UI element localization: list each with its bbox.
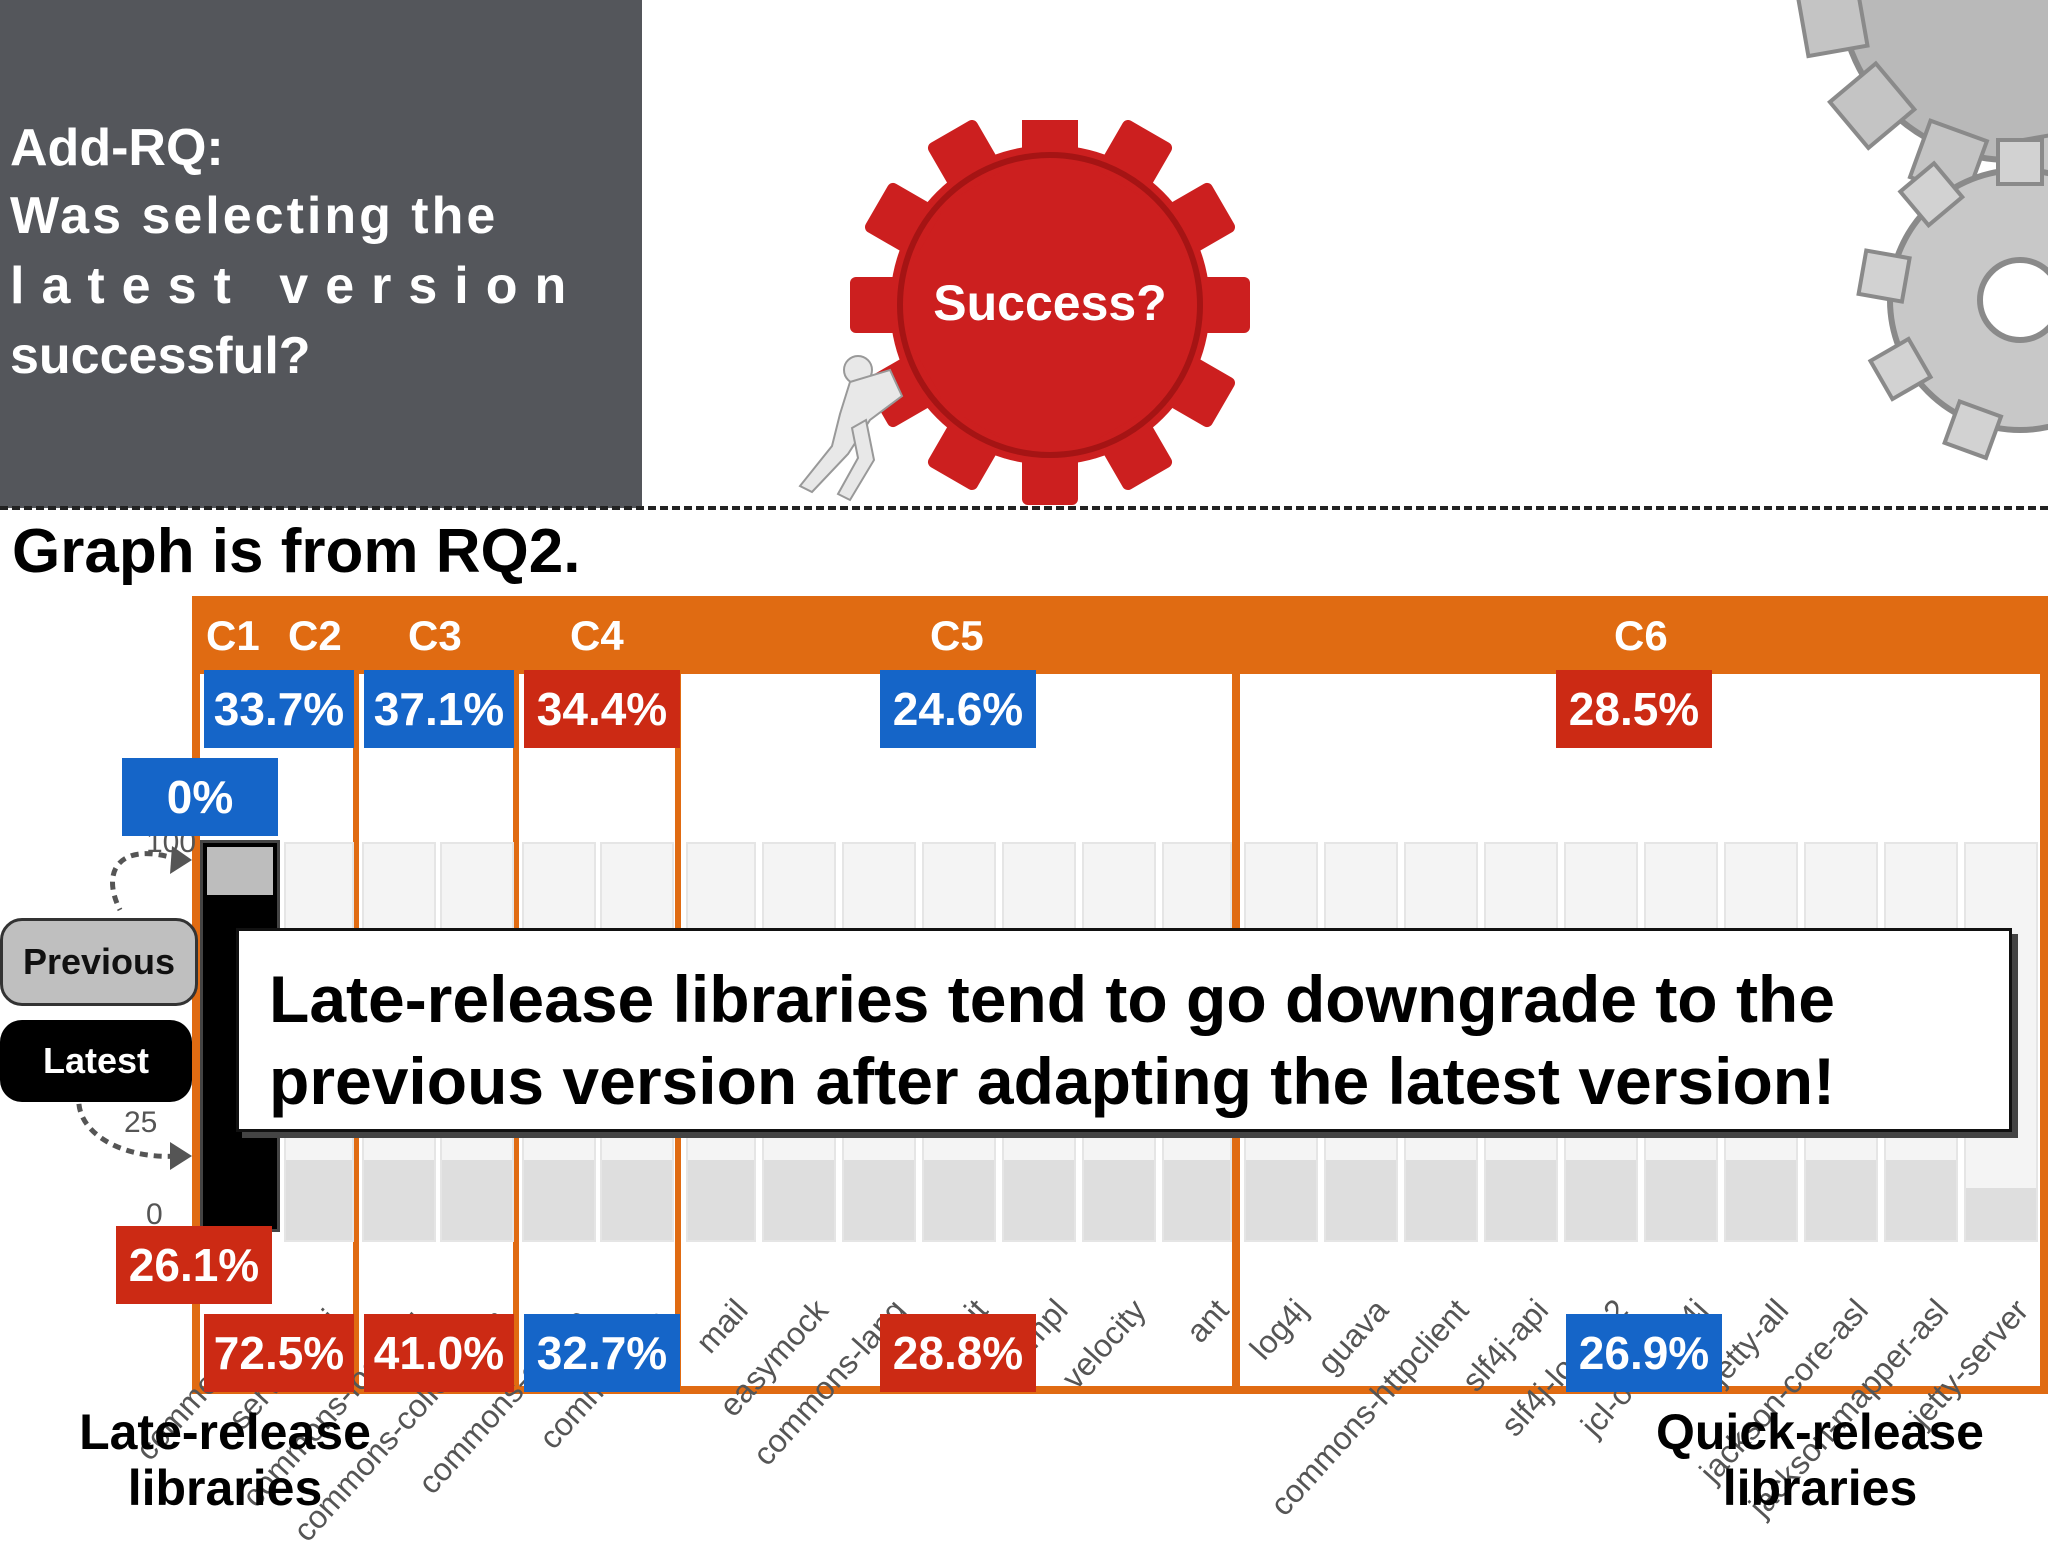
c4-bottom-percent: 32.7% [524,1314,680,1392]
quick-release-line-2: libraries [1722,1460,1918,1516]
small-gray-gear-icon [1856,138,2048,461]
y-tick-0: 0 [146,1198,163,1231]
question-line-2: Was selecting the [10,187,499,245]
c1-bar-previous-segment [207,847,273,895]
gear-label: Success? [933,275,1166,331]
question-heading: Add-RQ: [10,119,224,177]
y-tick-25: 25 [124,1106,158,1139]
legend-latest: Latest [0,1020,192,1102]
callout-line-2: previous version after adapting the late… [269,1044,1836,1118]
quick-release-label: Quick-release libraries [1620,1404,2020,1516]
c6-bottom-percent: 26.9% [1566,1314,1722,1392]
pushing-figure-icon [798,355,904,502]
cluster-frame-bottom [192,1386,2048,1394]
legend-previous: Previous [0,918,198,1006]
cluster-label-c1: C1 [206,612,260,659]
c6-top-percent: 28.5% [1556,670,1712,748]
gray-gears-decoration [1795,0,2048,461]
c1-bottom-percent: 26.1% [116,1226,272,1304]
x-label: velocity [1054,1292,1154,1396]
cluster-label-c2: C2 [288,612,342,659]
cluster-label-c6: C6 [1614,612,1668,659]
late-release-label: Late-release libraries [40,1404,410,1516]
quick-release-line-1: Quick-release [1656,1404,1984,1460]
cluster-label-c4: C4 [570,612,624,659]
cluster-frame-right [2040,596,2048,1392]
legend-arrows [76,846,192,1170]
c1-top-percent: 0% [122,758,278,836]
late-release-line-2: libraries [127,1460,323,1516]
arrow-to-previous-icon [110,851,181,912]
success-gear-illustration: Success? [798,120,1250,505]
question-panel: Add-RQ: Was selecting the latest version… [0,0,642,508]
c3-bottom-percent: 41.0% [364,1314,514,1392]
red-gear-icon [850,120,1250,505]
callout-box: Late-release libraries tend to go downgr… [236,928,2012,1132]
cluster-label-c3: C3 [408,612,462,659]
c3-top-percent: 37.1% [364,670,514,748]
question-line-4: successful? [10,327,311,385]
cluster-label-c5: C5 [930,612,984,659]
c2-top-percent: 33.7% [204,670,354,748]
late-release-line-1: Late-release [79,1404,371,1460]
x-label: log4j [1243,1292,1316,1367]
x-label: ant [1178,1292,1236,1350]
graph-title: Graph is from RQ2. [12,517,581,586]
callout-line-1: Late-release libraries tend to go downgr… [269,962,1835,1036]
c4-top-percent: 34.4% [524,670,680,748]
cluster-header-bar [192,596,2048,674]
dashed-divider [0,506,2048,510]
c5-bottom-percent: 28.8% [880,1314,1036,1392]
x-label: mail [688,1292,756,1360]
question-line-3: latest version [10,257,584,315]
cluster-frame-left [192,596,200,1392]
arrow-to-latest-icon [76,1089,179,1159]
c2-bottom-percent: 72.5% [204,1314,354,1392]
c5-top-percent: 24.6% [880,670,1036,748]
